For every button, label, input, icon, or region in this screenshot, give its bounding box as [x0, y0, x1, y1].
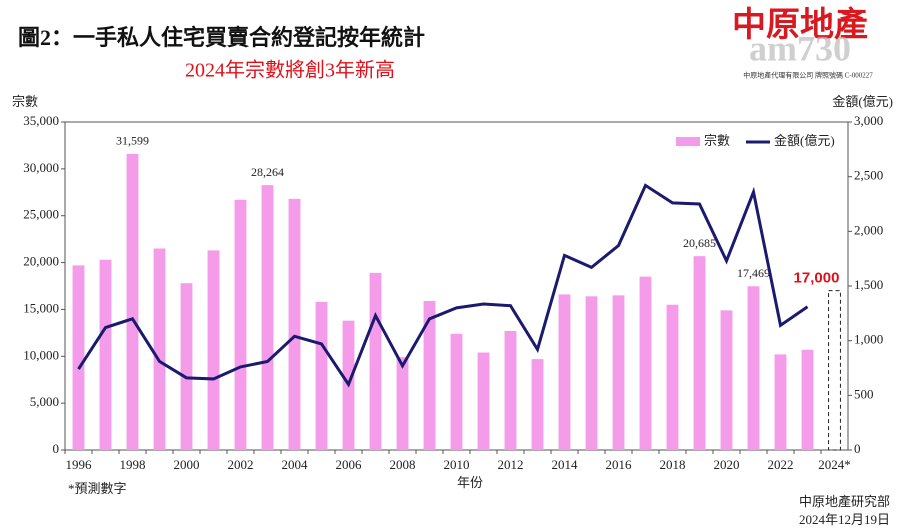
y2-tick-label: 1,500 — [854, 277, 883, 292]
logo-note: 中原地產代理有限公司 牌照號碼 C-000227 — [743, 71, 873, 80]
chart-subtitle: 2024年宗數將創3年新高 — [185, 59, 395, 82]
bar — [234, 199, 247, 450]
watermark: am730 — [749, 28, 851, 68]
y-tick-label: 20,000 — [23, 254, 59, 269]
bar — [531, 359, 544, 450]
line — [77, 183, 809, 388]
bar — [153, 248, 166, 450]
bar — [477, 352, 490, 450]
y2-axis-label: 金額(億元) — [832, 94, 893, 109]
footnote: *預測數字 — [68, 481, 127, 496]
x-tick-label: 1996 — [66, 457, 93, 472]
legend-label: 金額(億元) — [774, 133, 835, 148]
value-label: 31,599 — [116, 134, 149, 148]
bar — [720, 310, 733, 450]
x-axis-label: 年份 — [457, 475, 483, 490]
x-tick-label: 2002 — [228, 457, 254, 472]
x-tick-label: 2008 — [390, 457, 416, 472]
source: 中原地產研究部 — [799, 494, 890, 509]
x-tick-label: 2016 — [606, 457, 633, 472]
bar — [585, 296, 598, 450]
date: 2024年12月19日 — [799, 512, 890, 527]
bar — [693, 256, 706, 450]
x-tick-label: 1998 — [120, 457, 146, 472]
x-tick-label: 2010 — [444, 457, 470, 472]
bar — [315, 301, 328, 450]
y-tick-label: 30,000 — [23, 160, 59, 175]
y-tick-label: 5,000 — [30, 394, 59, 409]
y2-tick-label: 3,000 — [854, 113, 883, 128]
bar — [72, 265, 85, 450]
bar — [288, 198, 301, 450]
bar — [396, 357, 409, 450]
bar — [450, 333, 463, 450]
chart-title: 圖2：一手私人住宅買賣合約登記按年統計 — [18, 25, 425, 50]
x-tick-label: 2012 — [498, 457, 524, 472]
bar — [612, 295, 625, 450]
bar — [207, 250, 220, 450]
x-tick-label: 2018 — [660, 457, 686, 472]
y-tick-label: 35,000 — [23, 113, 59, 128]
y-tick-label: 15,000 — [23, 300, 59, 315]
x-tick-label: 2014 — [552, 457, 579, 472]
bar — [801, 349, 814, 450]
value-label: 17,000 — [794, 270, 840, 287]
value-label: 17,469 — [737, 266, 770, 280]
bar — [99, 259, 112, 450]
bar — [261, 185, 274, 450]
y2-tick-label: 2,500 — [854, 168, 883, 183]
bar — [369, 272, 382, 450]
bar — [828, 290, 841, 451]
bar — [666, 304, 679, 450]
y2-tick-label: 500 — [854, 386, 874, 401]
y-tick-label: 25,000 — [23, 207, 59, 222]
bar — [423, 300, 436, 450]
y2-tick-label: 1,000 — [854, 332, 883, 347]
legend-swatch — [676, 137, 700, 146]
bar — [639, 276, 652, 450]
x-tick-label: 2004 — [282, 457, 309, 472]
bar — [558, 294, 571, 450]
x-tick-label: 2022 — [768, 457, 794, 472]
bar — [774, 354, 787, 450]
bar — [747, 286, 760, 450]
y-axis-label: 宗數 — [12, 94, 38, 109]
logo: 中原地產 — [732, 5, 868, 44]
y-tick-label: 10,000 — [23, 347, 59, 362]
value-label: 28,264 — [251, 165, 284, 179]
bar — [504, 330, 517, 450]
bar — [126, 153, 139, 450]
y2-tick-label: 2,000 — [854, 222, 883, 237]
x-tick-label: 2006 — [336, 457, 363, 472]
x-tick-label: 2020 — [714, 457, 740, 472]
x-tick-label: 2000 — [174, 457, 200, 472]
y-tick-label: 0 — [53, 441, 60, 456]
legend-label: 宗數 — [704, 133, 730, 148]
bar — [180, 283, 193, 450]
y2-tick-label: 0 — [854, 441, 861, 456]
value-label: 20,685 — [683, 236, 716, 250]
x-tick-label: 2024* — [818, 457, 851, 472]
